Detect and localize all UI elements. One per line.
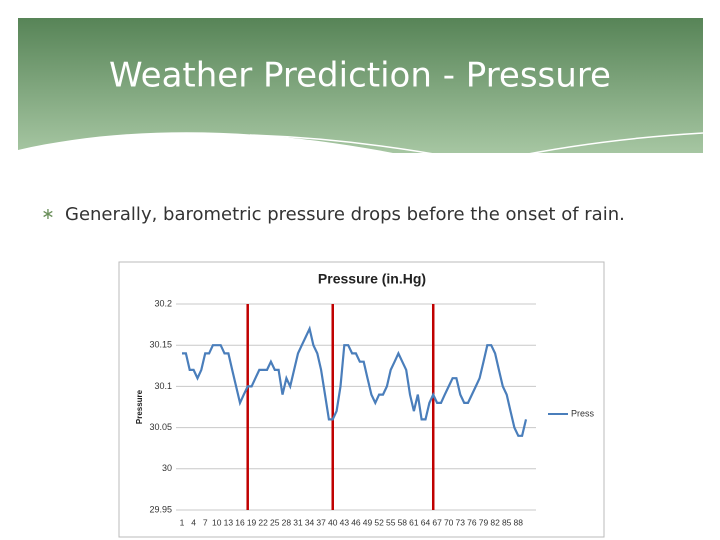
header-wave [18, 132, 703, 200]
y-tick-label: 30.15 [149, 340, 172, 350]
bullet-marker: ∗ [41, 206, 54, 223]
x-tick-label: 67 [432, 517, 442, 527]
x-tick-label: 43 [340, 517, 350, 527]
x-tick-label: 88 [514, 517, 524, 527]
x-tick-label: 55 [386, 517, 396, 527]
header-band [18, 18, 703, 153]
legend-label: Press [571, 408, 595, 418]
y-axis-label: Pressure [135, 389, 144, 424]
y-tick-label: 30 [162, 463, 172, 473]
x-tick-label: 76 [467, 517, 477, 527]
x-tick-label: 34 [305, 517, 315, 527]
x-tick-label: 70 [444, 517, 454, 527]
x-tick-label: 49 [363, 517, 373, 527]
x-tick-label: 1 [180, 517, 185, 527]
y-tick-label: 30.05 [149, 422, 172, 432]
bullet-text: Generally, barometric pressure drops bef… [65, 204, 625, 225]
x-tick-label: 85 [502, 517, 512, 527]
x-tick-label: 22 [258, 517, 268, 527]
x-tick-label: 37 [316, 517, 326, 527]
x-tick-label: 4 [191, 517, 196, 527]
x-tick-label: 46 [351, 517, 361, 527]
chart-title: Pressure (in.Hg) [318, 271, 426, 287]
series-line [182, 325, 528, 437]
chart-frame [118, 261, 605, 538]
wave-line [419, 132, 704, 181]
slide-title: Weather Prediction - Pressure [109, 56, 611, 96]
x-tick-label: 58 [398, 517, 408, 527]
x-tick-label: 7 [203, 517, 208, 527]
x-tick-label: 28 [282, 517, 292, 527]
y-tick-label: 29.95 [149, 504, 172, 514]
x-tick-label: 73 [456, 517, 466, 527]
y-tick-label: 30.2 [154, 298, 172, 308]
x-tick-label: 25 [270, 517, 280, 527]
x-tick-label: 31 [293, 517, 303, 527]
x-tick-label: 13 [224, 517, 234, 527]
x-tick-label: 10 [212, 517, 222, 527]
x-tick-label: 19 [247, 517, 257, 527]
x-tick-label: 16 [235, 517, 245, 527]
x-tick-label: 52 [374, 517, 384, 527]
x-tick-label: 61 [409, 517, 419, 527]
x-tick-label: 82 [490, 517, 500, 527]
x-tick-label: 79 [479, 517, 489, 527]
x-tick-label: 40 [328, 517, 338, 527]
y-tick-label: 30.1 [154, 381, 172, 391]
wave-line [249, 134, 621, 196]
x-tick-label: 64 [421, 517, 431, 527]
